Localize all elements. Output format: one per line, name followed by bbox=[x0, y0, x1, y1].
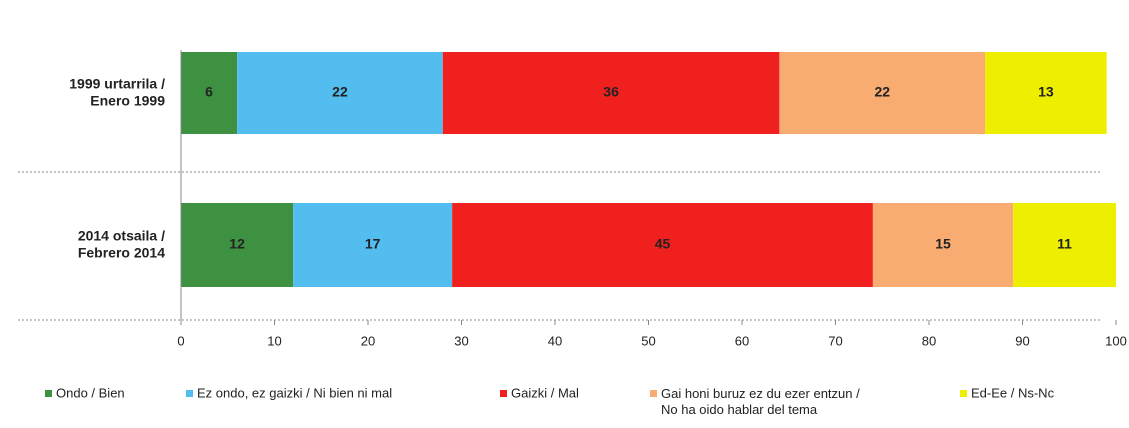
bar-segment bbox=[872, 203, 1014, 287]
value-label: 22 bbox=[332, 84, 348, 100]
value-label: 11 bbox=[1057, 236, 1072, 252]
bar-segment bbox=[779, 52, 986, 134]
legend-swatch bbox=[650, 390, 657, 397]
value-label: 6 bbox=[205, 84, 213, 100]
bar-segment bbox=[181, 203, 294, 287]
value-label: 17 bbox=[365, 236, 381, 252]
text-line: 2014 otsaila / bbox=[78, 227, 165, 243]
value-label: 15 bbox=[935, 236, 951, 252]
legend-label: Ez ondo, ez gaizki / Ni bien ni mal bbox=[197, 385, 392, 400]
legend-label: Gaizki / Mal bbox=[511, 385, 579, 400]
text-line: 1999 urtarrila / bbox=[69, 75, 165, 91]
legend-swatch bbox=[186, 390, 193, 397]
text-line: Febrero 2014 bbox=[78, 244, 165, 260]
x-tick-label: 10 bbox=[267, 333, 281, 348]
legend-label: Gai honi buruz ez du ezer entzun / No ha … bbox=[661, 387, 860, 418]
bar-segment bbox=[452, 203, 873, 287]
legend-label: Ed-Ee / Ns-Nc bbox=[971, 385, 1055, 400]
value-label: 36 bbox=[603, 84, 619, 100]
x-tick-label: 40 bbox=[548, 333, 562, 348]
bar-segment bbox=[293, 203, 453, 287]
value-label: 13 bbox=[1038, 84, 1054, 100]
bar-segment bbox=[237, 52, 443, 134]
value-label: 45 bbox=[655, 236, 671, 252]
legend-swatch bbox=[500, 390, 507, 397]
category-label: 2014 otsaila / Febrero 2014 bbox=[78, 227, 165, 260]
text-line: Gai honi buruz ez du ezer entzun / bbox=[661, 387, 860, 402]
x-tick-label: 80 bbox=[922, 333, 936, 348]
bar-segment bbox=[1013, 203, 1116, 287]
x-tick-label: 50 bbox=[641, 333, 655, 348]
x-tick-label: 100 bbox=[1105, 333, 1127, 348]
x-tick-label: 70 bbox=[828, 333, 842, 348]
text-line: No ha oido hablar del tema bbox=[661, 402, 818, 417]
bar-segment bbox=[442, 52, 780, 134]
bar-segment bbox=[181, 52, 238, 134]
legend-swatch bbox=[960, 390, 967, 397]
legend-swatch bbox=[45, 390, 52, 397]
x-tick-label: 90 bbox=[1015, 333, 1029, 348]
x-tick-label: 0 bbox=[177, 333, 184, 348]
text-line: Enero 1999 bbox=[90, 92, 165, 108]
value-label: 12 bbox=[229, 236, 245, 252]
x-tick-label: 30 bbox=[454, 333, 468, 348]
value-label: 22 bbox=[874, 84, 890, 100]
category-label: 1999 urtarrila / Enero 1999 bbox=[69, 75, 165, 108]
x-tick-label: 20 bbox=[361, 333, 375, 348]
x-tick-label: 60 bbox=[735, 333, 749, 348]
legend-label: Ondo / Bien bbox=[56, 385, 125, 400]
bar-segment bbox=[985, 52, 1107, 134]
